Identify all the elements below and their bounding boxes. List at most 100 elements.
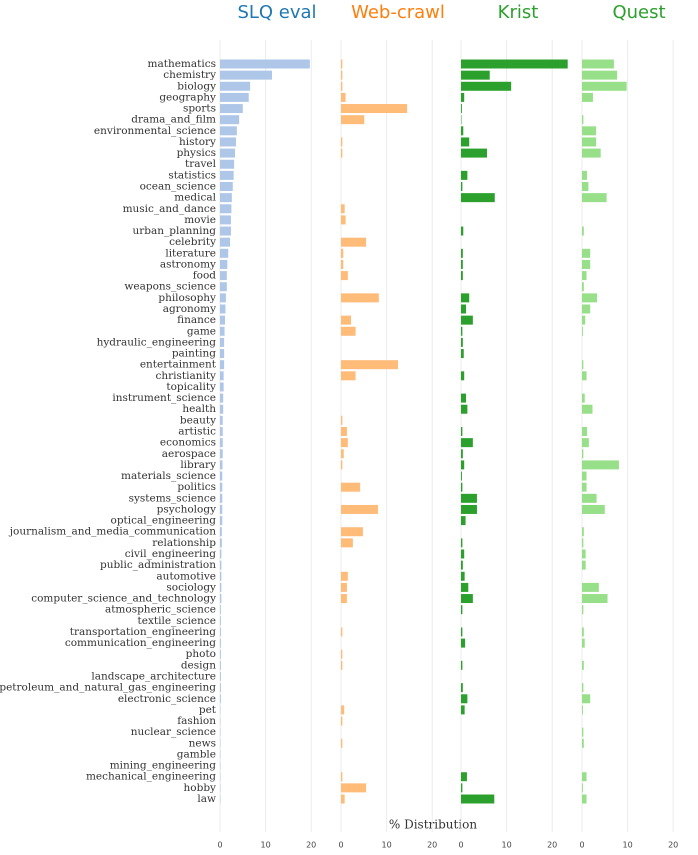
bar xyxy=(220,683,221,693)
category-label: agronomy xyxy=(163,303,216,315)
bar xyxy=(461,137,470,147)
bar xyxy=(341,460,343,470)
bar xyxy=(341,716,343,726)
bar xyxy=(582,271,587,281)
bar xyxy=(220,204,232,214)
bar xyxy=(220,638,221,648)
bar xyxy=(220,627,221,637)
bar xyxy=(220,404,224,414)
panel-title: SLQ eval xyxy=(237,2,316,23)
category-label: electronic_science xyxy=(118,693,216,705)
bar xyxy=(220,471,223,481)
bar xyxy=(582,605,584,615)
bar xyxy=(582,638,585,648)
bar xyxy=(341,794,345,804)
bar xyxy=(582,783,583,793)
bar xyxy=(461,627,463,637)
bar xyxy=(461,638,466,648)
bar xyxy=(220,672,221,681)
bar xyxy=(341,81,343,91)
category-label: public_administration xyxy=(100,559,216,571)
bar xyxy=(341,104,408,114)
category-label: literature xyxy=(165,247,216,259)
category-label: communication_engineering xyxy=(65,637,216,649)
category-label: petroleum_and_natural_gas_engineering xyxy=(0,682,216,694)
category-label: medical xyxy=(174,192,216,204)
x-tick-label: 0 xyxy=(338,841,343,850)
bar xyxy=(582,360,584,370)
bar xyxy=(582,326,583,336)
bar xyxy=(461,794,495,804)
bar xyxy=(341,738,343,748)
category-label: astronomy xyxy=(160,258,216,270)
category-label: environmental_science xyxy=(94,125,216,137)
bar xyxy=(461,683,463,693)
bar xyxy=(582,393,585,403)
bar xyxy=(461,594,473,604)
bar xyxy=(461,170,468,180)
bar xyxy=(220,337,225,347)
category-label: law xyxy=(197,793,216,805)
bar xyxy=(582,59,614,69)
x-tick-label: 0 xyxy=(579,841,584,850)
bar xyxy=(220,215,231,225)
x-tick-label: 10 xyxy=(502,841,512,850)
panel-title: Krist xyxy=(498,2,539,23)
bar xyxy=(220,137,236,147)
x-tick-label: 10 xyxy=(261,841,271,850)
bar xyxy=(461,148,487,158)
bar xyxy=(220,349,225,359)
category-label: finance xyxy=(177,314,216,326)
bar xyxy=(461,482,463,492)
bar xyxy=(220,104,243,114)
bar xyxy=(220,315,226,325)
bar xyxy=(582,493,597,503)
bar xyxy=(461,538,463,548)
bar xyxy=(220,438,223,448)
bar xyxy=(582,504,605,514)
bar xyxy=(220,282,227,292)
bar xyxy=(220,226,231,236)
category-label: ocean_science xyxy=(140,181,216,193)
bar xyxy=(461,104,462,114)
bar xyxy=(461,371,465,381)
bar xyxy=(341,204,345,214)
bar xyxy=(582,738,584,748)
bar xyxy=(461,404,468,414)
bar xyxy=(582,705,583,715)
bar xyxy=(341,92,346,102)
bar xyxy=(461,471,462,481)
bar xyxy=(582,449,584,459)
x-tick-label: 0 xyxy=(217,841,222,850)
bar xyxy=(582,315,586,325)
bar xyxy=(220,304,226,314)
x-tick-label: 20 xyxy=(306,841,316,850)
bar xyxy=(582,282,584,292)
bar xyxy=(461,326,463,336)
bar xyxy=(582,293,598,303)
bar xyxy=(341,293,379,303)
category-label: sports xyxy=(183,103,216,115)
bar xyxy=(220,371,224,381)
bar xyxy=(582,660,584,670)
bar xyxy=(341,783,367,793)
category-label: urban_planning xyxy=(133,225,217,237)
bar xyxy=(582,126,597,136)
bar xyxy=(220,516,223,526)
category-label: library xyxy=(180,459,216,471)
panel-title: Web-crawl xyxy=(351,2,445,23)
bar xyxy=(461,438,473,448)
bar xyxy=(582,304,591,314)
category-label: travel xyxy=(185,158,217,170)
bar xyxy=(220,649,221,659)
bar xyxy=(220,382,224,392)
category-label: aerospace xyxy=(162,448,216,460)
category-label: philosophy xyxy=(158,292,216,304)
category-label: mining_engineering xyxy=(110,760,217,772)
bar xyxy=(461,393,467,403)
bar xyxy=(461,571,465,581)
bar xyxy=(341,237,367,247)
bar xyxy=(461,549,465,559)
bar xyxy=(341,438,348,448)
bar xyxy=(582,70,618,80)
